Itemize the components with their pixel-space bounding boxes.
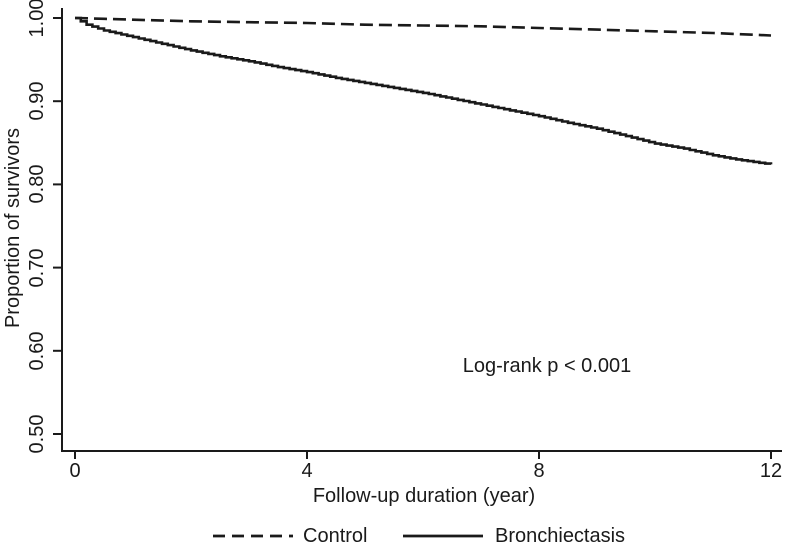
legend-line-dashed: [213, 534, 293, 538]
legend-label-bronchiectasis: Bronchiectasis: [495, 525, 626, 547]
y-tick-label: 0.60: [26, 331, 48, 371]
log-rank-annotation: Log-rank p < 0.001: [462, 355, 632, 377]
y-tick-label: 0.80: [26, 164, 48, 204]
x-tick-label: 8: [533, 460, 545, 482]
y-axis-title: Proportion of survivors: [2, 127, 24, 329]
x-tick-label: 0: [69, 460, 81, 482]
control-curve: [74, 16, 772, 37]
y-tick-label: 0.90: [26, 81, 48, 121]
x-tick-label: 12: [759, 460, 783, 482]
x-axis-title: Follow-up duration (year): [312, 485, 536, 507]
bronchiectasis-curve: [75, 16, 773, 165]
legend-line-solid: [403, 534, 483, 538]
y-tick-label: 1.00: [26, 0, 48, 38]
y-tick-label: 0.50: [26, 414, 48, 454]
x-tick-label: 4: [301, 460, 313, 482]
y-tick-label: 0.70: [26, 248, 48, 288]
legend-label-control: Control: [303, 525, 368, 547]
